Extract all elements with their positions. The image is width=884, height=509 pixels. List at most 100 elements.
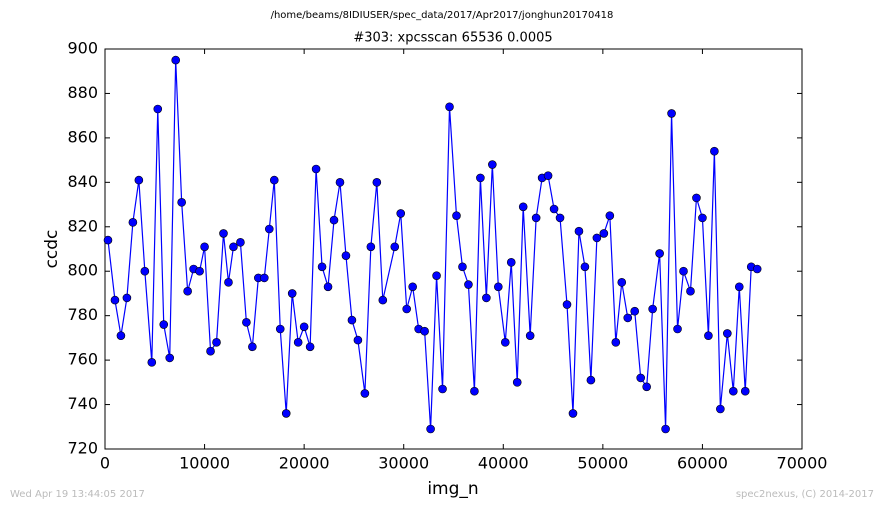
- data-point: [642, 382, 651, 392]
- data-point: [378, 295, 388, 305]
- data-point: [525, 331, 535, 340]
- data-point: [549, 204, 559, 214]
- data-point: [500, 338, 510, 347]
- data-point: [360, 389, 370, 398]
- data-point: [390, 242, 400, 252]
- data-point: [183, 286, 192, 296]
- data-point: [311, 164, 321, 174]
- data-point: [686, 286, 695, 296]
- data-point: [458, 262, 467, 272]
- data-point: [165, 353, 175, 363]
- data-point: [679, 266, 688, 276]
- x-tick-label: 0: [100, 454, 110, 473]
- data-point: [555, 213, 565, 223]
- data-point: [623, 313, 633, 323]
- data-point: [200, 242, 209, 252]
- data-point: [673, 324, 682, 334]
- x-tick-label: 30000: [378, 454, 429, 473]
- data-point: [281, 409, 291, 418]
- data-point: [372, 178, 382, 187]
- x-tick-label: 50000: [577, 454, 628, 473]
- y-axis-label: ccdc: [42, 230, 62, 269]
- data-point: [171, 55, 180, 65]
- data-point: [248, 342, 257, 352]
- data-point: [242, 318, 251, 327]
- data-point: [260, 273, 269, 283]
- data-point: [341, 251, 351, 260]
- data-point: [506, 258, 516, 267]
- data-point: [195, 266, 204, 276]
- data-point: [264, 224, 274, 234]
- data-point: [574, 226, 584, 236]
- data-point: [568, 409, 578, 418]
- data-point: [236, 238, 245, 247]
- data-point: [116, 331, 126, 340]
- data-point: [580, 262, 590, 272]
- data-point: [562, 300, 572, 309]
- data-point: [611, 338, 621, 347]
- data-point: [740, 386, 750, 396]
- data-point: [103, 235, 113, 245]
- data-point: [482, 293, 491, 303]
- data-point: [667, 109, 676, 118]
- data-point: [543, 171, 553, 180]
- data-point: [476, 173, 485, 183]
- x-tick-label: 40000: [478, 454, 529, 473]
- data-point: [329, 215, 339, 225]
- y-tick-label: 860: [67, 127, 98, 146]
- y-tick-label: 820: [67, 216, 98, 235]
- y-tick-label: 740: [67, 394, 98, 413]
- data-point: [408, 282, 417, 292]
- x-tick-label: 70000: [777, 454, 828, 473]
- data-point: [219, 229, 228, 238]
- data-point: [728, 386, 738, 396]
- data-point: [630, 306, 640, 316]
- data-point: [110, 295, 120, 305]
- data-point: [661, 424, 670, 434]
- data-point: [396, 209, 406, 218]
- data-point: [531, 213, 541, 223]
- data-point: [426, 424, 435, 434]
- y-tick-label: 760: [67, 350, 98, 369]
- data-point: [353, 335, 363, 345]
- x-tick-label: 20000: [279, 454, 330, 473]
- data-point: [692, 193, 701, 203]
- y-tick-label: 900: [67, 39, 98, 58]
- data-point: [752, 264, 762, 274]
- data-point: [122, 293, 132, 303]
- y-tick-label: 840: [67, 172, 98, 191]
- data-point: [128, 218, 138, 227]
- y-tick-label: 880: [67, 83, 98, 102]
- data-point: [224, 278, 233, 287]
- data-point: [636, 373, 645, 383]
- data-point: [420, 326, 429, 336]
- data-point: [494, 282, 503, 292]
- data-point: [586, 375, 596, 385]
- data-point: [648, 304, 657, 314]
- data-point: [445, 102, 454, 112]
- y-tick-label: 720: [67, 439, 98, 458]
- y-tick-label: 780: [67, 305, 98, 324]
- plot-frame: [104, 48, 803, 450]
- data-point: [134, 175, 144, 185]
- data-point: [464, 280, 473, 289]
- data-point: [299, 322, 309, 332]
- data-point: [269, 175, 279, 185]
- data-point: [402, 304, 412, 314]
- data-point: [512, 378, 522, 387]
- data-point: [716, 404, 725, 414]
- data-point: [592, 233, 602, 243]
- data-point: [470, 386, 479, 396]
- data-point: [518, 202, 528, 212]
- data-point: [347, 315, 357, 325]
- data-point: [723, 329, 732, 338]
- data-point: [147, 358, 157, 367]
- data-point: [452, 211, 461, 220]
- data-point: [140, 266, 150, 276]
- suptitle: /home/beams/8IDIUSER/spec_data/2017/Apr2…: [271, 10, 614, 21]
- data-point: [655, 249, 664, 258]
- data-point: [438, 384, 447, 394]
- data-point: [177, 198, 186, 207]
- data-point: [605, 211, 615, 220]
